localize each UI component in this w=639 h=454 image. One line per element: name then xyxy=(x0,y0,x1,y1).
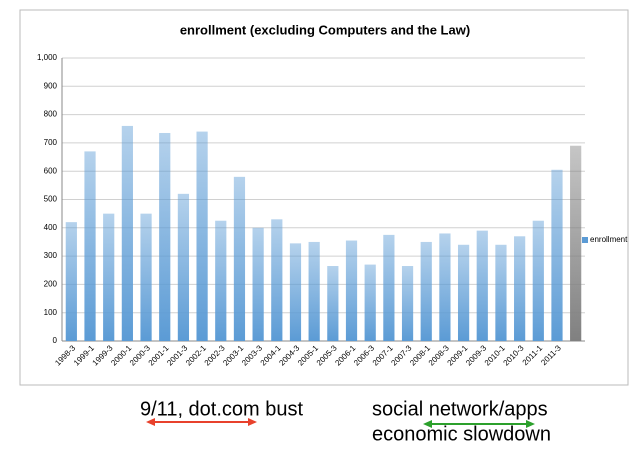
bar xyxy=(65,222,77,341)
bar xyxy=(196,131,208,341)
bar xyxy=(327,266,339,341)
bar xyxy=(252,227,264,341)
bar xyxy=(420,241,432,341)
bar xyxy=(177,193,190,341)
y-tick-label: 700 xyxy=(44,138,58,147)
y-tick-label: 400 xyxy=(44,223,58,232)
bar xyxy=(289,243,302,341)
y-tick-label: 100 xyxy=(44,308,58,317)
chart-title: enrollment (excluding Computers and the … xyxy=(180,22,470,37)
y-tick-label: 1,000 xyxy=(37,53,58,62)
bar xyxy=(103,213,115,341)
y-tick-label: 200 xyxy=(44,280,58,289)
bar xyxy=(495,244,507,341)
chart-frame xyxy=(19,9,629,386)
y-tick-label: 500 xyxy=(44,195,58,204)
bar xyxy=(457,244,470,341)
legend-swatch xyxy=(582,237,588,243)
bar xyxy=(345,240,358,341)
bar xyxy=(140,213,152,341)
bar xyxy=(551,169,563,341)
y-tick-label: 300 xyxy=(44,251,58,260)
annotation: 9/11, dot.com bust xyxy=(140,398,304,420)
green-arrow xyxy=(423,420,535,428)
bar xyxy=(383,234,395,341)
red-arrow xyxy=(146,418,257,426)
bar xyxy=(233,176,246,341)
bar xyxy=(308,241,320,341)
bar xyxy=(121,125,133,341)
bar xyxy=(271,219,283,341)
bar xyxy=(401,266,414,341)
legend-label: enrollment xyxy=(590,235,628,244)
bar xyxy=(570,145,582,341)
bar xyxy=(364,264,376,341)
annotation: economic slowdown xyxy=(372,423,551,445)
y-tick-label: 800 xyxy=(44,110,58,119)
bar xyxy=(439,233,451,341)
y-tick-label: 0 xyxy=(53,336,58,345)
y-tick-label: 900 xyxy=(44,81,58,90)
y-tick-label: 600 xyxy=(44,166,58,175)
bar xyxy=(514,236,526,341)
bar xyxy=(159,132,171,341)
bar xyxy=(476,230,488,341)
annotation: social network/apps xyxy=(372,398,548,420)
bar xyxy=(84,151,96,341)
bar xyxy=(215,220,227,341)
bar xyxy=(532,220,544,341)
